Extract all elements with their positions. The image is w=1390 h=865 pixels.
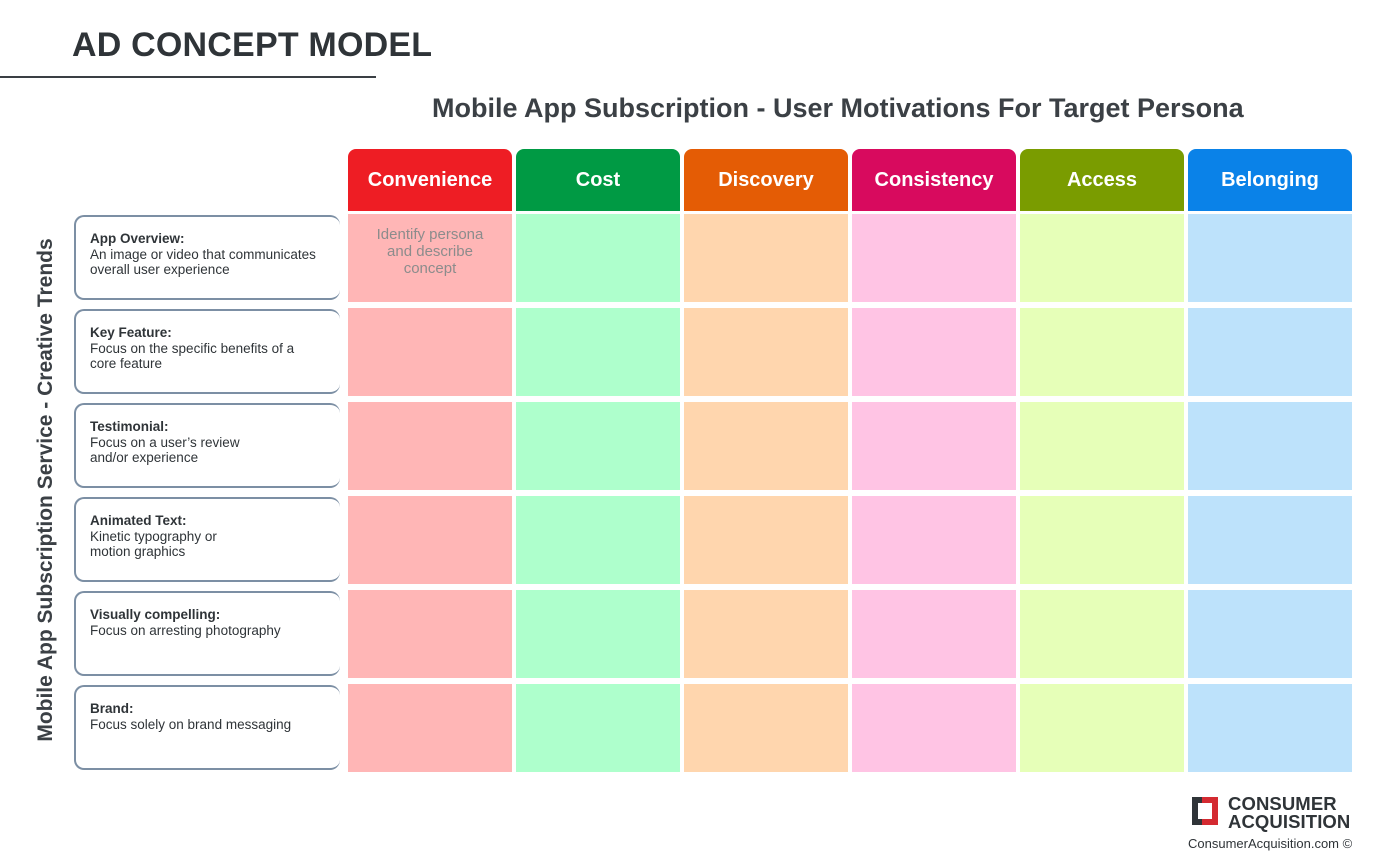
matrix-cell[interactable]	[516, 496, 680, 584]
matrix-cell[interactable]	[516, 590, 680, 678]
row-label-6: Brand: Focus solely on brand messaging	[74, 685, 340, 770]
row-label-3: Testimonial: Focus on a user’s review and…	[74, 403, 340, 488]
matrix-cell[interactable]	[1020, 684, 1184, 772]
matrix-cell[interactable]	[1188, 402, 1352, 490]
row-label-title: Animated Text:	[90, 513, 187, 528]
cell-example-text: Identify persona and describe concept	[376, 226, 484, 277]
matrix-cell[interactable]	[852, 402, 1016, 490]
matrix-cell[interactable]	[684, 402, 848, 490]
row-label-title: Testimonial:	[90, 419, 169, 434]
row-label-1: App Overview: An image or video that comm…	[74, 215, 340, 300]
row-label-description: Focus solely on brand messaging	[90, 716, 292, 732]
row-label-title: App Overview:	[90, 231, 185, 246]
row-label-5: Visually compelling: Focus on arresting p…	[74, 591, 340, 676]
matrix-cell[interactable]	[348, 684, 512, 772]
matrix-cell[interactable]	[852, 590, 1016, 678]
matrix-cell[interactable]	[852, 214, 1016, 302]
matrix-cell[interactable]	[852, 308, 1016, 396]
matrix-cell[interactable]	[684, 214, 848, 302]
matrix-cell[interactable]	[684, 590, 848, 678]
logo-text-consumer: CONSUMER	[1228, 793, 1337, 814]
row-label-title: Key Feature:	[90, 325, 172, 340]
matrix-cell[interactable]	[1188, 308, 1352, 396]
column-header-cost: Cost	[516, 149, 680, 211]
row-label-description: An image or video that communicates over…	[90, 246, 316, 278]
matrix-cell[interactable]	[1188, 590, 1352, 678]
row-label-description: Focus on the specific benefits of a core…	[90, 340, 295, 372]
matrix-cell[interactable]	[684, 308, 848, 396]
column-header-belonging: Belonging	[1188, 149, 1352, 211]
row-axis-label: Mobile App Subscription Service - Creati…	[34, 238, 57, 742]
logo-text-acquisition: ACQUISITION	[1228, 811, 1351, 832]
matrix-cell[interactable]	[1188, 496, 1352, 584]
row-label-description: Kinetic typography or motion graphics	[90, 528, 217, 560]
matrix-cell[interactable]	[348, 308, 512, 396]
consumer-acquisition-logo: CONSUMER ACQUISITION ConsumerAcquisition…	[1188, 792, 1358, 854]
matrix-cell[interactable]	[348, 496, 512, 584]
row-label-title: Brand:	[90, 701, 134, 716]
column-header-access: Access	[1020, 149, 1184, 211]
matrix-cell[interactable]	[684, 496, 848, 584]
logo-url: ConsumerAcquisition.com ©	[1188, 836, 1353, 851]
matrix-cell[interactable]	[348, 402, 512, 490]
matrix-cell[interactable]	[1020, 590, 1184, 678]
matrix-cell[interactable]	[516, 402, 680, 490]
matrix-cell[interactable]	[1020, 308, 1184, 396]
matrix-cell[interactable]: Identify persona and describe concept	[348, 214, 512, 302]
matrix-cell[interactable]	[852, 496, 1016, 584]
title-divider	[0, 76, 376, 78]
row-label-title: Visually compelling:	[90, 607, 221, 622]
matrix-cell[interactable]	[516, 214, 680, 302]
matrix-cell[interactable]	[1020, 496, 1184, 584]
matrix-title: Mobile App Subscription - User Motivatio…	[432, 93, 1244, 123]
page-title: AD CONCEPT MODEL	[72, 26, 433, 64]
matrix-cell[interactable]	[1188, 214, 1352, 302]
matrix-cell[interactable]	[1020, 402, 1184, 490]
matrix-cell[interactable]	[348, 590, 512, 678]
row-label-description: Focus on a user’s review and/or experien…	[90, 434, 240, 466]
row-label-2: Key Feature: Focus on the specific benefi…	[74, 309, 340, 394]
matrix-cell[interactable]	[1020, 214, 1184, 302]
column-header-convenience: Convenience	[348, 149, 512, 211]
matrix-cell[interactable]	[684, 684, 848, 772]
column-header-discovery: Discovery	[684, 149, 848, 211]
consumer-acquisition-logo-icon	[1192, 797, 1218, 825]
matrix-cell[interactable]	[516, 684, 680, 772]
row-label-4: Animated Text: Kinetic typography or moti…	[74, 497, 340, 582]
matrix-cell[interactable]	[516, 308, 680, 396]
matrix-cell[interactable]	[1188, 684, 1352, 772]
column-header-consistency: Consistency	[852, 149, 1016, 211]
row-label-description: Focus on arresting photography	[90, 622, 281, 638]
matrix-cell[interactable]	[852, 684, 1016, 772]
